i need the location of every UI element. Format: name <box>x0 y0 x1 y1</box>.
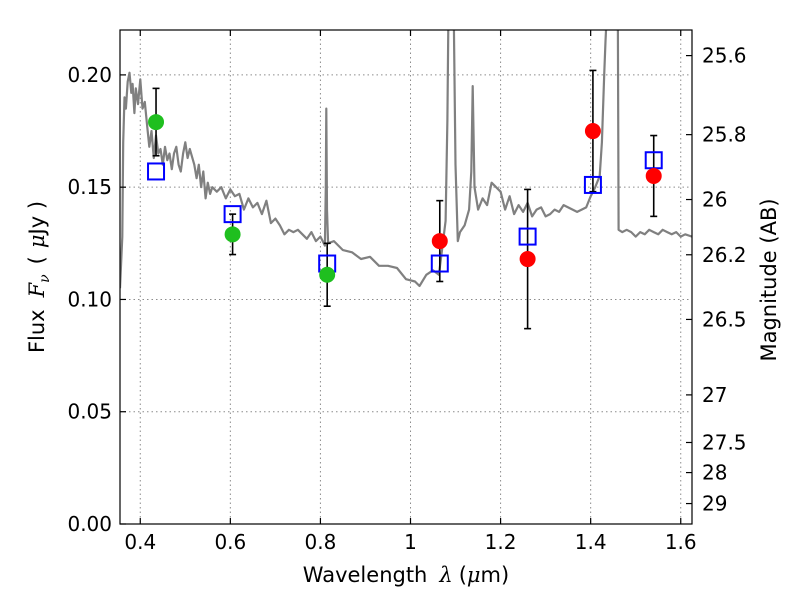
red-data-point <box>645 167 662 184</box>
green-data-point <box>148 114 165 131</box>
red-data-point <box>519 251 536 268</box>
y-tick-labels: 0.00 0.05 0.10 0.15 0.20 <box>67 63 112 536</box>
plot-background <box>120 30 692 524</box>
y2-tick-label: 26 <box>702 188 727 212</box>
y2-tick-label: 25.8 <box>702 123 747 147</box>
red-data-point <box>584 123 601 140</box>
red-data-point <box>431 233 448 250</box>
x-tick-labels: 0.4 0.6 0.8 1 1.2 1.4 1.6 <box>124 530 696 554</box>
model-flux-square <box>147 162 166 181</box>
y-tick-label: 0.20 <box>67 63 112 87</box>
green-data-point <box>224 226 241 243</box>
x-tick-label: 0.8 <box>305 530 337 554</box>
x-axis-title: Wavelength λ (μm) <box>303 563 509 587</box>
y-tick-label: 0.05 <box>67 400 112 424</box>
y2-tick-labels: 25.6 25.8 26 26.2 26.5 27 27.5 28 29 <box>702 44 747 516</box>
y2-axis-title: Magnitude (AB) <box>757 198 781 361</box>
x-tick-label: 0.4 <box>124 530 156 554</box>
tick-marks <box>120 30 692 525</box>
y2-tick-label: 26.5 <box>702 307 747 331</box>
model-flux-square <box>583 175 602 194</box>
y2-tick-label: 27 <box>702 383 727 407</box>
y2-tick-label: 25.6 <box>702 44 747 68</box>
model-flux-square <box>223 205 242 224</box>
y2-tick-label: 27.5 <box>702 430 747 454</box>
x-tick-label: 1 <box>404 530 417 554</box>
x-tick-label: 1.2 <box>485 530 517 554</box>
x-tick-label: 0.6 <box>214 530 246 554</box>
model-flux-square <box>518 227 537 246</box>
y2-tick-label: 28 <box>702 461 727 485</box>
y-tick-label: 0.15 <box>67 175 112 199</box>
plot-frame <box>119 29 693 525</box>
y-tick-label: 0.00 <box>67 512 112 536</box>
y-axis-title: FluxFν(μJy ) <box>25 201 53 353</box>
data-layer <box>120 30 692 330</box>
y2-tick-label: 29 <box>702 492 727 516</box>
green-data-point <box>319 266 336 283</box>
y2-tick-label: 26.2 <box>702 243 747 267</box>
x-tick-label: 1.4 <box>575 530 607 554</box>
x-tick-label: 1.6 <box>665 530 697 554</box>
sed-model-line <box>120 30 692 289</box>
model-flux-square <box>430 254 449 273</box>
y-tick-label: 0.10 <box>67 287 112 311</box>
